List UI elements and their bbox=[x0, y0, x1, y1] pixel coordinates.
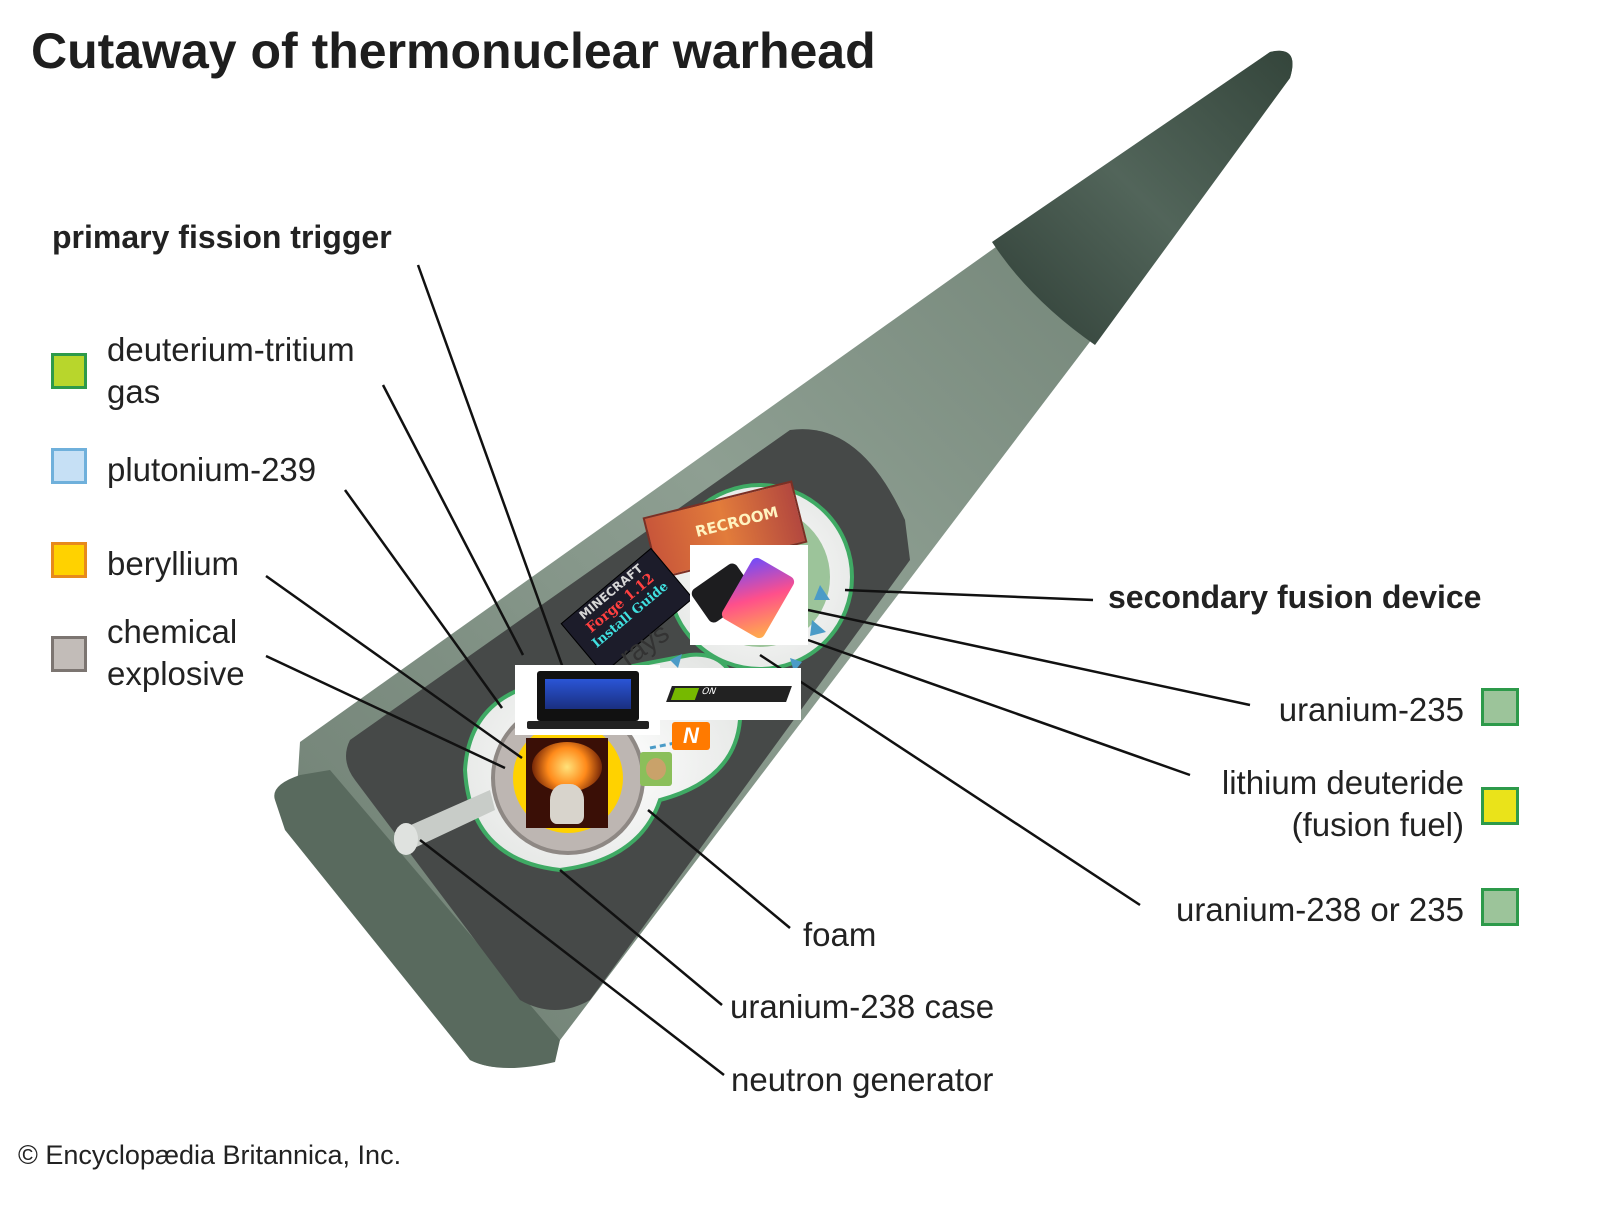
page-title: Cutaway of thermonuclear warhead bbox=[31, 23, 876, 79]
orange-n-logo: N bbox=[672, 722, 710, 750]
label-deuterium-tritium-line1: deuterium-tritium bbox=[107, 331, 355, 368]
label-beryllium: beryllium bbox=[107, 545, 240, 582]
label-plutonium-239: plutonium-239 bbox=[107, 451, 317, 488]
swatch-beryllium bbox=[51, 542, 87, 578]
label-lithium-deuteride-line1: lithium deuteride bbox=[1221, 764, 1464, 801]
label-uranium-235: uranium-235 bbox=[1278, 691, 1464, 728]
label-secondary-fusion-device: secondary fusion device bbox=[1108, 579, 1482, 615]
hamster-sticker bbox=[640, 752, 672, 786]
swatch-deuterium-tritium bbox=[51, 353, 87, 389]
leader-lines bbox=[265, 264, 1251, 1076]
neutron-generator bbox=[394, 790, 495, 855]
label-uranium-238-or-235: uranium-238 or 235 bbox=[1175, 891, 1464, 928]
label-primary-fission-trigger: primary fission trigger bbox=[52, 219, 392, 255]
label-deuterium-tritium-line2: gas bbox=[107, 373, 161, 410]
swatch-uranium-235 bbox=[1481, 688, 1519, 726]
label-chemical-explosive-line1: chemical bbox=[107, 613, 238, 650]
label-foam: foam bbox=[803, 916, 877, 953]
cat-explosion-image bbox=[526, 738, 608, 828]
swatch-chemical-explosive bbox=[51, 636, 87, 672]
swatch-lithium-deuteride bbox=[1481, 787, 1519, 825]
laptop-image bbox=[515, 665, 660, 735]
copyright-notice: © Encyclopædia Britannica, Inc. bbox=[18, 1140, 402, 1170]
swatch-uranium-238-or-235 bbox=[1481, 888, 1519, 926]
label-chemical-explosive-line2: explosive bbox=[107, 655, 245, 692]
smartphone-image bbox=[689, 545, 808, 645]
label-lithium-deuteride-line2: (fusion fuel) bbox=[1291, 806, 1464, 843]
swatch-plutonium-239 bbox=[51, 448, 87, 484]
label-neutron-generator: neutron generator bbox=[731, 1061, 994, 1098]
label-uranium-238-case: uranium-238 case bbox=[730, 988, 995, 1025]
gpu-card-image: ON bbox=[655, 668, 801, 720]
